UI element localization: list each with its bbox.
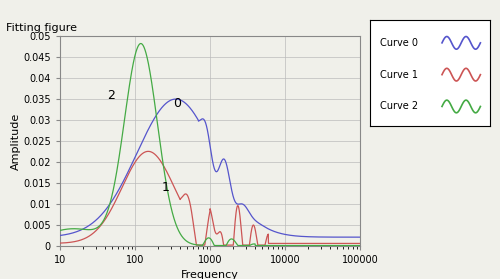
- X-axis label: Frequency: Frequency: [181, 270, 239, 279]
- Text: 2: 2: [106, 89, 114, 102]
- Y-axis label: Amplitude: Amplitude: [10, 112, 20, 170]
- Text: 0: 0: [173, 97, 181, 110]
- Text: Curve 2: Curve 2: [380, 102, 418, 112]
- Text: Fitting figure: Fitting figure: [6, 23, 77, 33]
- Text: Curve 1: Curve 1: [380, 70, 418, 80]
- Text: Curve 0: Curve 0: [380, 38, 418, 48]
- Text: 1: 1: [162, 181, 170, 194]
